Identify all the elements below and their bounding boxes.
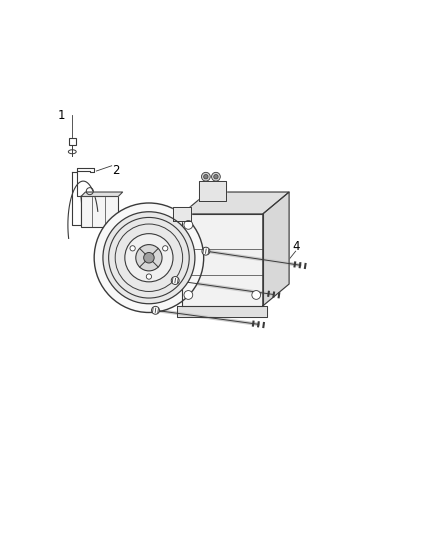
Polygon shape (182, 192, 289, 214)
FancyBboxPatch shape (69, 138, 76, 145)
Circle shape (144, 253, 154, 263)
Polygon shape (182, 214, 263, 306)
Circle shape (184, 290, 193, 300)
Polygon shape (173, 207, 191, 221)
Circle shape (212, 172, 220, 181)
Circle shape (204, 174, 208, 179)
Circle shape (103, 212, 195, 304)
Circle shape (214, 174, 218, 179)
Circle shape (136, 245, 162, 271)
Circle shape (94, 203, 204, 312)
Polygon shape (81, 193, 94, 225)
Text: 3: 3 (257, 231, 264, 245)
Circle shape (202, 247, 210, 255)
Text: 2: 2 (112, 164, 120, 176)
Circle shape (184, 221, 193, 229)
Circle shape (252, 290, 261, 300)
Polygon shape (199, 181, 226, 201)
Circle shape (171, 277, 179, 285)
Circle shape (152, 306, 159, 314)
Polygon shape (177, 306, 267, 317)
Polygon shape (263, 192, 289, 306)
Circle shape (201, 172, 210, 181)
Text: 1: 1 (57, 109, 65, 122)
Circle shape (125, 233, 173, 282)
Circle shape (130, 246, 135, 251)
Circle shape (146, 274, 152, 279)
FancyBboxPatch shape (81, 197, 118, 227)
Circle shape (162, 246, 168, 251)
Polygon shape (72, 172, 81, 225)
Text: 4: 4 (292, 240, 300, 253)
Circle shape (115, 224, 183, 292)
Circle shape (109, 217, 189, 298)
Polygon shape (81, 192, 123, 197)
